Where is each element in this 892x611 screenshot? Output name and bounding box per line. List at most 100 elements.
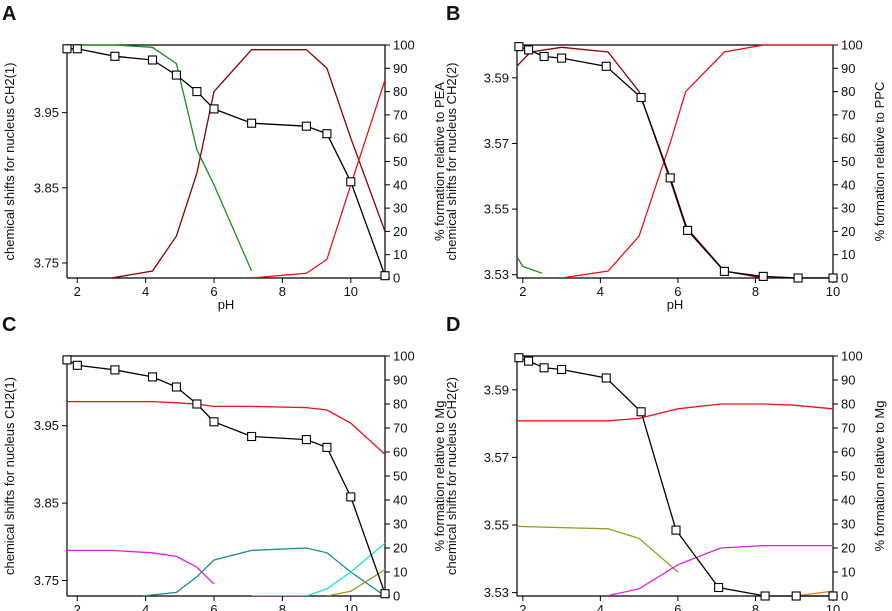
y2-tick-label: 60 (841, 131, 855, 146)
chemical-shift-marker (192, 399, 202, 409)
y-tick-label: 3.85 (34, 496, 59, 511)
chemical-shift-marker (62, 355, 72, 365)
chemical-shift-marker (601, 61, 611, 71)
y2-tick-label: 30 (841, 517, 855, 532)
chemical-shift-marker (247, 118, 257, 128)
y2-tick-label: 20 (841, 224, 855, 239)
x-tick-label: 8 (752, 284, 759, 299)
y-axis-label: chemical shifts for nucleus CH2(1) (2, 63, 17, 261)
panel-letter-c: C (2, 314, 16, 336)
y2-tick-label: 90 (393, 61, 407, 76)
y-tick-label: 3.95 (34, 105, 59, 120)
y2-axis-label: % formation relative to Mg (432, 400, 447, 551)
y2-tick-label: 40 (841, 493, 855, 508)
y-tick-label: 3.75 (34, 573, 59, 588)
y2-tick-label: 80 (841, 397, 855, 412)
x-tick-label: 4 (597, 284, 604, 299)
chemical-shift-line (518, 357, 833, 597)
y2-tick-label: 100 (393, 38, 415, 53)
chemical-shift-line (67, 48, 386, 276)
series-line-red (517, 403, 833, 422)
y2-tick-label: 40 (393, 177, 407, 192)
y2-tick-label: 50 (393, 469, 407, 484)
chemical-shift-marker (247, 431, 257, 442)
panel-letter-a: A (2, 3, 16, 25)
chemical-shift-marker (322, 442, 332, 452)
chemical-shift-marker (714, 582, 724, 593)
x-tick-label: 2 (74, 284, 81, 299)
x-tick-label: 8 (279, 284, 286, 299)
y-tick-label: 3.85 (34, 180, 59, 195)
chemical-shift-marker (322, 129, 332, 139)
y-axis-label: chemical shifts for nucleus CH2(1) (2, 377, 17, 575)
chemical-shift-marker (793, 273, 803, 283)
y2-tick-label: 90 (841, 373, 855, 388)
y-tick-label: 3.55 (484, 202, 509, 217)
chemical-shift-marker (557, 364, 567, 375)
chemical-shift-marker (62, 44, 72, 54)
y-tick-label: 3.59 (484, 70, 509, 85)
chemical-shift-marker (828, 591, 838, 601)
y2-tick-label: 90 (393, 373, 407, 388)
y-axis-label: chemical shifts for nucleus CH2(2) (444, 63, 459, 261)
chemical-shift-marker (671, 525, 681, 535)
panel-letter-d: D (446, 314, 460, 336)
x-tick-label: 2 (74, 602, 81, 611)
chemical-shift-marker (110, 365, 120, 375)
series-line-olive (326, 569, 385, 596)
chemical-shift-marker (346, 492, 356, 502)
x-tick-label: 8 (279, 602, 286, 611)
y2-tick-label: 100 (841, 349, 863, 364)
chemical-shift-marker (346, 177, 356, 187)
chemical-shift-marker (209, 104, 219, 114)
chemical-shift-marker (524, 356, 534, 366)
y-tick-label: 3.75 (34, 255, 59, 270)
y2-tick-label: 70 (841, 107, 855, 122)
y-tick-label: 3.59 (484, 382, 509, 397)
x-tick-label: 10 (826, 602, 840, 611)
series-line-darkred (517, 46, 833, 278)
chemical-shift-marker (539, 363, 549, 373)
series-line-red (561, 44, 833, 278)
panel-b: B2 4 6 8 103.533.553.573.5901020304050607080… (444, 3, 887, 312)
y2-tick-label: 10 (393, 565, 407, 580)
chemical-shift-marker (683, 225, 693, 235)
chemical-shift-marker (636, 407, 646, 417)
series-line-magenta (67, 549, 215, 585)
y2-tick-label: 60 (393, 131, 407, 146)
y2-tick-label: 80 (393, 397, 407, 412)
series-line-olive (517, 525, 679, 573)
y2-tick-label: 40 (393, 493, 407, 508)
x-tick-label: 10 (344, 602, 358, 611)
chemical-shift-marker (601, 373, 611, 383)
chemical-shift-marker (758, 271, 768, 281)
y-tick-label: 3.57 (484, 450, 509, 465)
x-tick-label: 6 (674, 602, 681, 611)
y2-tick-label: 0 (841, 271, 848, 286)
chemical-shift-marker (514, 42, 524, 52)
y2-tick-label: 60 (841, 445, 855, 460)
y2-tick-label: 10 (841, 565, 855, 580)
y2-tick-label: 60 (393, 445, 407, 460)
chemical-shift-line (518, 45, 833, 279)
axes-frame (516, 355, 834, 597)
chemical-shift-marker (760, 591, 770, 601)
y2-tick-label: 30 (841, 201, 855, 216)
axes-frame (516, 44, 834, 279)
y-tick-label: 3.53 (484, 267, 509, 282)
chemical-shift-line (66, 359, 386, 594)
chemical-shift-marker (719, 266, 729, 276)
chemical-shift-marker (557, 53, 567, 63)
chemical-shift-marker (514, 353, 524, 363)
y2-tick-label: 80 (841, 84, 855, 99)
x-tick-label: 2 (519, 284, 526, 299)
y-tick-label: 3.55 (484, 518, 509, 533)
series-line-red (67, 400, 385, 455)
axes-frame (66, 44, 386, 279)
y2-tick-label: 80 (393, 84, 407, 99)
series-line-cyan (251, 542, 385, 596)
series-line-green (517, 256, 543, 274)
y-tick-label: 3.95 (34, 418, 59, 433)
y2-tick-label: 50 (393, 154, 407, 169)
